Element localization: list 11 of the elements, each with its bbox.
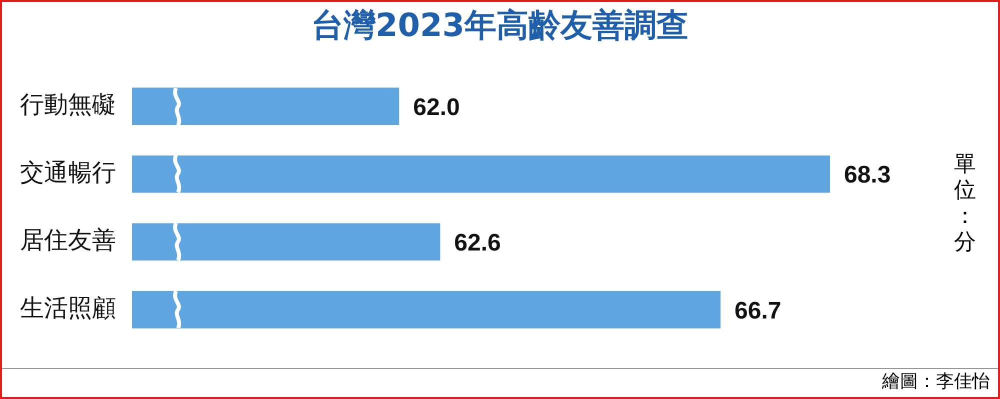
data-label: 66.7 xyxy=(734,297,782,324)
data-label: 62.0 xyxy=(413,94,460,121)
data-label: 62.6 xyxy=(454,230,501,257)
y-tick-label: 交通暢行 xyxy=(20,158,116,186)
y-tick-label: 生活照顧 xyxy=(20,294,116,322)
data-label: 68.3 xyxy=(844,162,891,189)
y-tick-label: 行動無礙 xyxy=(20,90,116,119)
text: 繪圖：李佳怡 xyxy=(882,370,990,393)
y-tick-label: 居住友善 xyxy=(20,226,116,254)
text: 單位：分 xyxy=(953,152,977,256)
chart-title: 台灣2023年高齡友善調查 xyxy=(310,5,690,46)
